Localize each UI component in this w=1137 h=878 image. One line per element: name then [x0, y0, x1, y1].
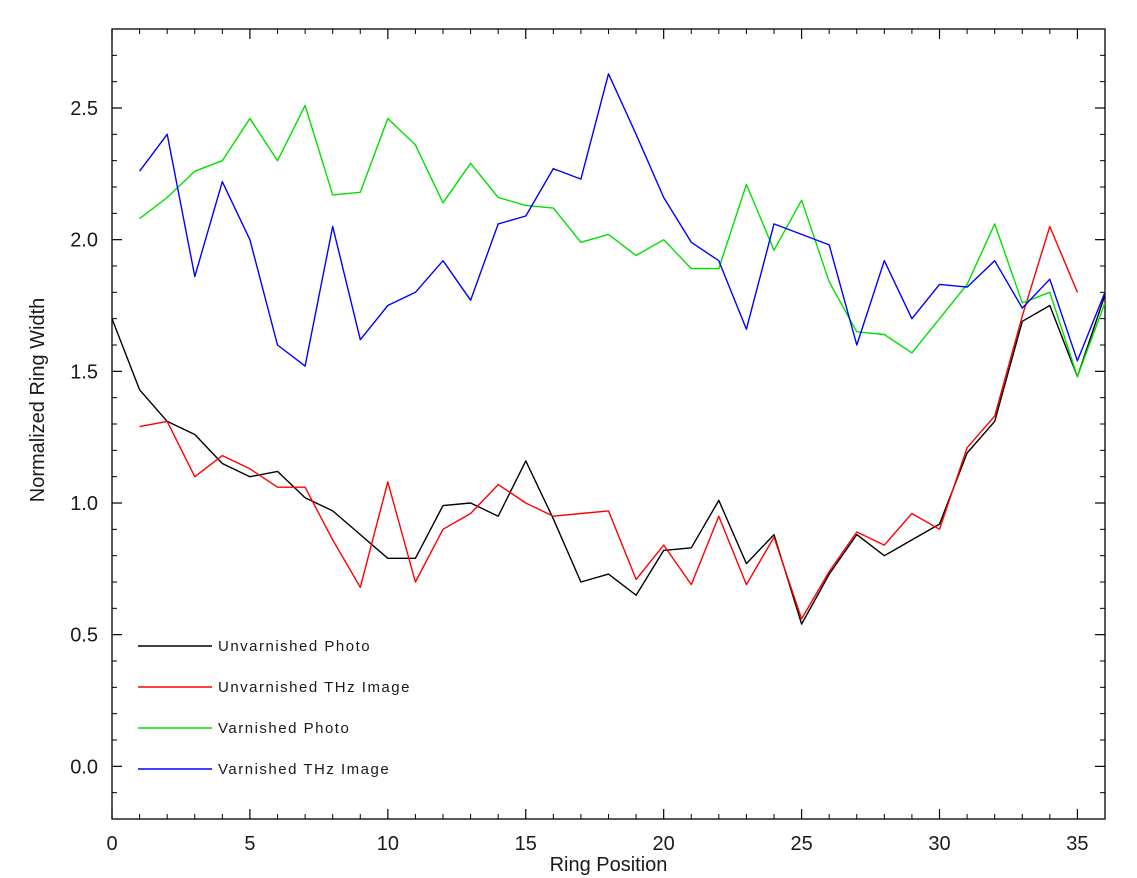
y-tick-label: 0.0: [70, 756, 98, 778]
x-tick-label: 5: [244, 833, 255, 855]
y-tick-label: 2.0: [70, 230, 98, 252]
axis-ticks: [111, 28, 1106, 820]
x-tick-label: 0: [106, 833, 117, 855]
series-line-2: [139, 225, 1079, 620]
legend-label: Unvarnished THz Image: [218, 679, 411, 696]
x-tick-label: 35: [1066, 833, 1088, 855]
legend-label: Varnished Photo: [218, 720, 350, 737]
y-tick-label: 1.0: [70, 493, 98, 515]
x-tick-label: 15: [515, 833, 537, 855]
series-line-3: [139, 104, 1105, 378]
x-axis-title: Ring Position: [550, 854, 668, 876]
y-tick-label: 1.5: [70, 361, 98, 383]
x-tick-label: 25: [790, 833, 812, 855]
series-line-4: [139, 73, 1105, 367]
y-tick-label: 0.5: [70, 625, 98, 647]
series-line-1: [112, 294, 1105, 625]
y-tick-label: 2.5: [70, 98, 98, 120]
series-lines: [112, 73, 1105, 625]
x-tick-label: 30: [928, 833, 950, 855]
x-tick-label: 20: [653, 833, 675, 855]
y-axis-title: Normalized Ring Width: [27, 298, 49, 503]
axis-tick-labels: 0 5 10 15 20 25 30 35 0.0 0.5 1.0 1.5 2.0 2.5: [70, 98, 1088, 855]
legend: Unvarnished Photo Unvarnished THz Image Va…: [138, 638, 411, 778]
x-tick-label: 10: [377, 833, 399, 855]
legend-label: Varnished THz Image: [218, 761, 390, 778]
plot-frame: [111, 28, 1106, 820]
legend-label: Unvarnished Photo: [218, 638, 371, 655]
